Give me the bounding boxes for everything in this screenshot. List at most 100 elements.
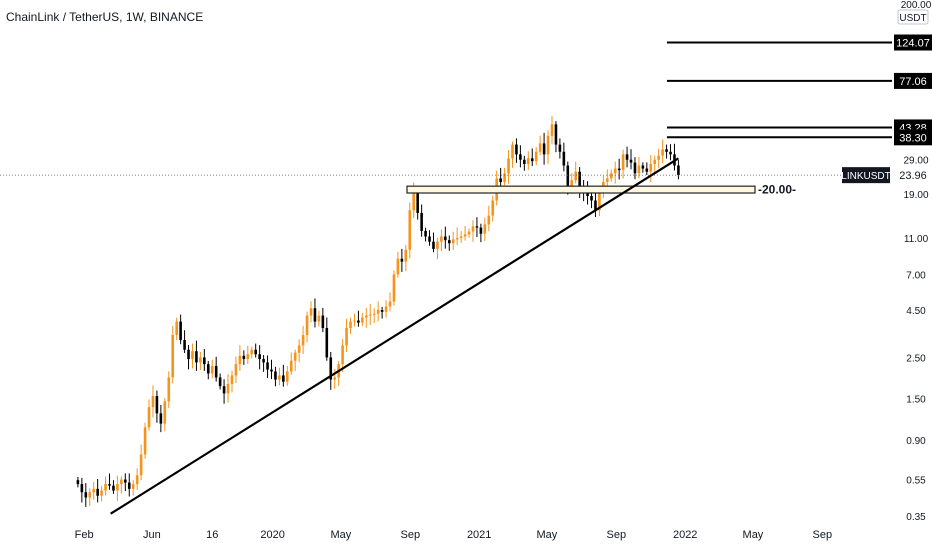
y-tick-label: 7.00 xyxy=(906,270,926,281)
candle-body xyxy=(88,492,92,498)
candle-body xyxy=(471,226,475,232)
candle-body xyxy=(420,212,423,231)
candle-body xyxy=(341,345,344,365)
candle-body xyxy=(238,355,242,365)
candle-body xyxy=(558,144,562,152)
candles xyxy=(76,115,680,507)
candle-body xyxy=(542,143,546,155)
y-tick-label: 29.00 xyxy=(903,156,928,167)
candle-body xyxy=(677,165,680,176)
symbol-badge xyxy=(842,167,890,184)
candle-body xyxy=(361,317,364,323)
candle-body xyxy=(475,226,479,228)
candle-body xyxy=(183,340,186,350)
y-tick-label: 19.00 xyxy=(903,190,928,201)
candle-body xyxy=(329,357,333,380)
candle-body xyxy=(175,321,178,336)
y-tick-label: 200.00 xyxy=(901,0,932,11)
y-tick-label: 11.00 xyxy=(904,234,929,245)
candle-body xyxy=(649,164,653,172)
candle-body xyxy=(301,335,305,346)
candle-body xyxy=(155,395,159,414)
candle-body xyxy=(554,124,558,145)
candle-body xyxy=(203,357,206,365)
candle-body xyxy=(195,351,198,363)
candle-body xyxy=(230,375,234,384)
candle-body xyxy=(199,357,202,363)
candle-body xyxy=(191,351,194,360)
candle-body xyxy=(353,320,356,322)
candle-body xyxy=(570,180,574,190)
candle-body xyxy=(131,484,135,489)
trendline xyxy=(110,157,680,515)
x-tick-label: May xyxy=(743,529,764,541)
candle-body xyxy=(333,377,337,380)
candle-body xyxy=(357,320,360,323)
candle-body xyxy=(530,158,534,162)
candle-body xyxy=(92,488,96,493)
candle-body xyxy=(562,151,566,166)
candle-body xyxy=(297,345,301,353)
last-price-label: 23.96 xyxy=(899,170,927,182)
candle-body xyxy=(317,315,321,322)
candle-body xyxy=(258,354,261,360)
candle-body xyxy=(124,479,127,483)
candle-body xyxy=(278,375,281,380)
candle-body xyxy=(641,165,645,169)
candle-body xyxy=(282,375,285,382)
candle-body xyxy=(313,308,317,322)
candle-body xyxy=(139,454,143,476)
candle-body xyxy=(613,168,617,174)
candle-body xyxy=(321,315,325,329)
candle-body xyxy=(459,236,463,238)
candle-body xyxy=(242,355,246,360)
candle-body xyxy=(436,241,439,249)
candle-body xyxy=(526,158,530,165)
last-price-badge xyxy=(894,167,932,184)
candle-body xyxy=(384,306,388,312)
candle-body xyxy=(274,371,277,380)
x-tick-label: May xyxy=(537,529,558,541)
candle-body xyxy=(645,168,649,172)
candle-body xyxy=(598,193,601,211)
candle-body xyxy=(408,210,412,250)
y-tick-label: 0.90 xyxy=(906,436,926,447)
candle-body xyxy=(147,407,151,428)
candle-body xyxy=(440,236,443,242)
candle-body xyxy=(404,249,408,262)
candle-body xyxy=(285,371,289,382)
candle-body xyxy=(104,484,107,491)
level-badge xyxy=(894,34,932,51)
x-tick-label: Sep xyxy=(813,529,833,541)
candle-body xyxy=(534,151,538,162)
candle-body xyxy=(171,335,175,378)
candle-body xyxy=(487,215,491,225)
y-tick-label: 0.55 xyxy=(906,476,926,487)
y-tick-label: 2.50 xyxy=(906,353,926,364)
candle-body xyxy=(262,359,265,363)
candle-body xyxy=(84,492,88,498)
x-tick-label: Feb xyxy=(75,529,94,541)
candle-body xyxy=(293,352,297,361)
candle-body xyxy=(159,413,163,424)
candle-body xyxy=(661,149,664,156)
candle-body xyxy=(444,236,447,241)
candle-body xyxy=(669,151,672,155)
candle-body xyxy=(511,144,514,159)
candle-body xyxy=(246,354,250,360)
x-tick-label: Jun xyxy=(143,529,161,541)
candle-body xyxy=(214,365,218,378)
candle-body xyxy=(76,480,80,485)
candle-body xyxy=(491,200,495,216)
candle-body xyxy=(80,484,84,493)
candle-body xyxy=(578,171,581,188)
candle-body xyxy=(590,195,593,201)
candle-body xyxy=(546,135,550,155)
candle-body xyxy=(151,395,155,408)
level-label: 124.07 xyxy=(896,38,930,50)
level-label: 38.30 xyxy=(899,132,927,144)
candle-body xyxy=(574,171,578,181)
candle-body xyxy=(609,173,613,179)
currency-label: USDT xyxy=(899,13,926,24)
